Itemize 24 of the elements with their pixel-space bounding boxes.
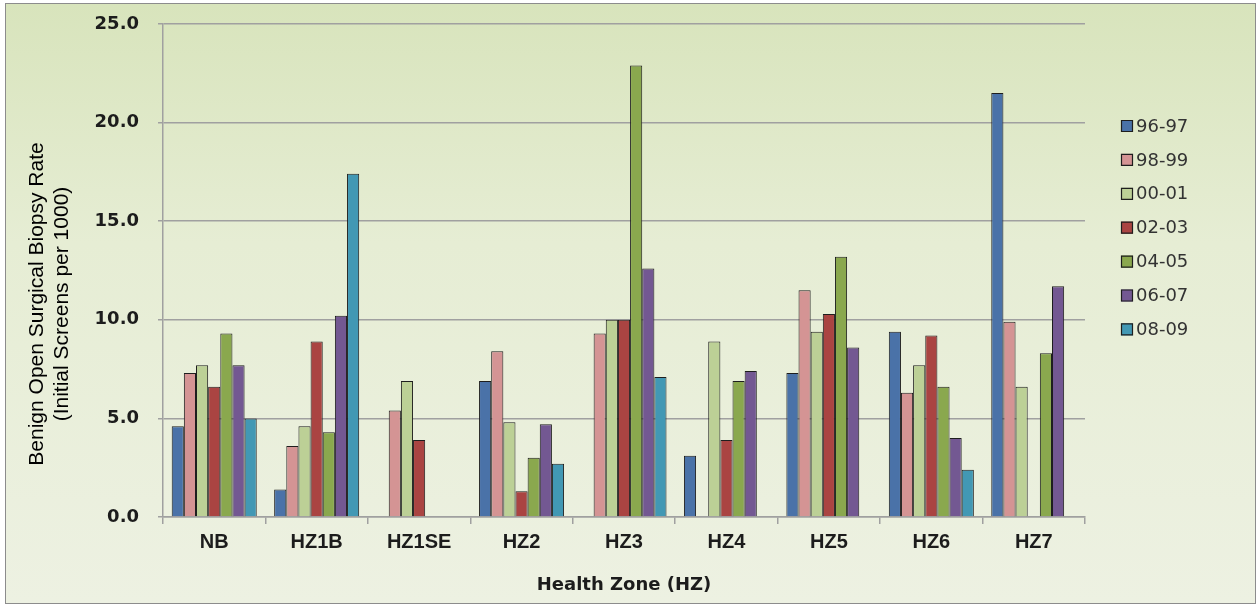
y-tick-label: 25.0 [94,11,139,33]
legend-label: 98-99 [1136,148,1189,170]
x-tick-label: HZ6 [912,529,951,552]
legend-label: 04-05 [1136,250,1189,272]
legend-label: 08-09 [1136,318,1189,340]
x-axis-title: Health Zone (HZ) [536,572,712,594]
x-tick-label: HZ5 [809,529,848,552]
legend-label: 06-07 [1136,284,1189,306]
y-tick-label: 0.0 [107,504,139,526]
legend-label: 00-01 [1136,182,1189,204]
x-tick-label: HZ3 [605,529,643,552]
legend-label: 96-97 [1136,114,1189,136]
y-tick-label: 10.0 [94,307,139,329]
y-tick-label: 5.0 [107,406,139,428]
x-tick-label: HZ4 [707,529,747,552]
x-tick-label: HZ2 [502,529,541,552]
x-tick-label: HZ7 [1014,529,1053,552]
legend-label: 02-03 [1136,216,1189,238]
x-tick-label: NB [199,529,229,552]
y-tick-label: 20.0 [94,110,139,132]
x-tick-label: HZ1B [290,529,343,552]
y-tick-label: 15.0 [94,208,139,230]
y-axis-title: Benign Open Surgical Biopsy Rate (Initial Screens per 1000) [23,142,72,466]
x-tick-label: HZ1SE [386,529,452,552]
